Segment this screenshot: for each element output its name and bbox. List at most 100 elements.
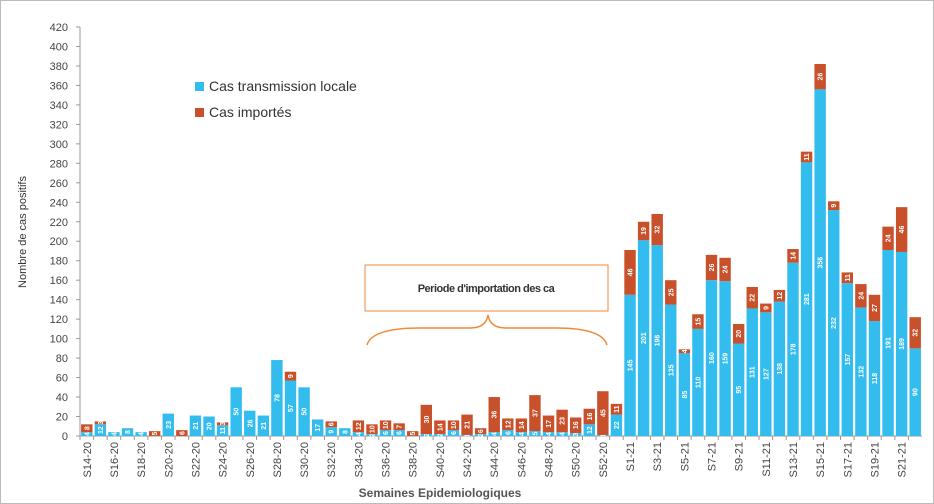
y-tick-label: 180 [50,256,68,268]
x-tick-label: S46-20 [516,442,528,477]
bar-segment [393,430,405,436]
data-label: 10 [451,421,458,429]
data-label: 20 [207,422,214,430]
x-tick-label: S19-21 [869,442,881,477]
data-label: 232 [831,317,838,329]
data-label: 6 [397,431,404,435]
bar-segment [569,433,582,436]
bar-segment [895,251,908,436]
bar-segment [692,328,704,436]
bar-segment [787,249,799,263]
bar-segment [216,425,229,436]
data-label: 45 [600,409,607,417]
bar-segment [637,240,650,436]
bar-segment [746,287,758,309]
data-label: 30 [424,415,431,423]
bar-segment [148,431,161,436]
data-label: 157 [845,354,852,366]
data-label: 131 [750,366,757,378]
data-label: 12 [587,426,594,434]
data-label: 3 [98,421,105,425]
data-label: 22 [614,421,621,429]
data-label: 21 [261,422,268,430]
data-label: 4 [492,432,499,436]
data-label: 118 [872,373,879,384]
y-tick-label: 320 [50,119,68,131]
bar-segment [773,289,786,302]
data-label: 32 [655,226,662,234]
bar-segment [651,213,663,246]
data-label: 4 [139,432,146,436]
bar-segment [121,428,134,436]
data-label: 356 [818,257,825,269]
data-label: 27 [872,304,879,312]
data-label: 4 [356,432,363,436]
x-tick-label: S3-21 [652,442,664,471]
x-tick-label: S20-20 [163,442,175,477]
bar-segment [746,308,758,436]
bar-segment [81,424,93,433]
data-label: 281 [804,293,811,305]
data-label: 12 [505,420,512,428]
bar-segment [542,432,555,436]
data-label: 7 [397,425,404,429]
data-label: 15 [695,318,702,326]
data-label: 9 [329,430,336,434]
bar-segment [502,418,514,431]
bar-segment [705,280,718,436]
x-tick-label: S13-21 [788,442,800,477]
x-tick-label: S32-20 [326,442,338,477]
bar-segment [624,294,636,436]
data-label: 138 [777,363,784,375]
bar-segment [447,430,460,436]
x-tick-label: S15-21 [815,442,827,477]
bar-segment [407,431,419,436]
data-label: 21 [465,421,472,429]
bar-segment [135,432,147,436]
bar-segment [271,360,283,436]
bar-segment [868,294,881,322]
data-label: 5 [410,432,417,436]
data-label: 145 [628,359,635,371]
data-label: 23 [560,417,567,425]
data-label: 78 [274,394,281,402]
x-tick-label: S11-21 [761,442,773,477]
data-label: 50 [302,408,309,416]
bar-segment [651,245,663,436]
bar-segment [311,419,324,436]
bar-segment [244,410,256,436]
data-label: 5 [532,432,539,436]
data-label: 11 [845,274,852,282]
y-tick-label: 120 [50,314,68,326]
bar-segment [366,434,378,436]
data-label: 95 [736,386,743,394]
data-label: 178 [790,343,797,355]
data-label: 6 [179,431,186,435]
bar-segment [678,349,691,354]
data-label: 85 [682,391,689,399]
data-label: 37 [532,409,539,417]
legend-swatch [195,82,204,91]
data-label: 21 [193,422,200,430]
bar-segment [94,424,107,436]
legend-label: Cas transmission locale [209,78,357,94]
bar-segment [529,395,541,432]
x-tick-label: S1-21 [625,442,637,471]
x-tick-label: S5-21 [679,442,691,471]
x-tick-label: S9-21 [734,442,746,471]
data-label: 12 [777,292,784,300]
data-label: 8 [125,430,132,434]
bar-segment [447,420,460,431]
y-tick-label: 380 [50,61,68,73]
data-label: 4 [84,432,91,436]
y-tick-label: 60 [56,373,68,385]
x-tick-label: S21-21 [897,442,909,477]
data-label: 12 [356,422,363,430]
data-label: 17 [315,424,322,432]
bar-segment [909,317,921,349]
bar-segment [800,162,813,436]
data-label: 189 [899,338,906,350]
x-tick-label: S48-20 [544,442,556,477]
data-label: 159 [723,353,730,365]
data-label: 6 [478,429,485,433]
